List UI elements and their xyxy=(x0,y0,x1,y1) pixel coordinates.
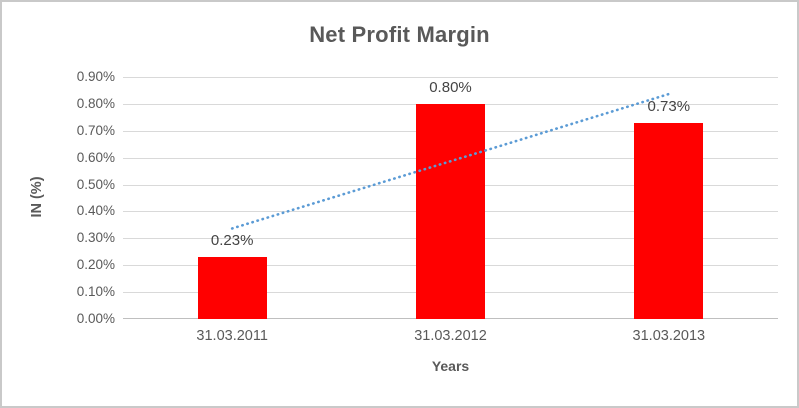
y-axis-tick-label: 0.00% xyxy=(76,311,115,326)
gridline xyxy=(123,77,778,78)
data-label: 0.80% xyxy=(429,78,472,96)
x-axis-title: Years xyxy=(431,358,470,374)
trendline-layer xyxy=(230,92,671,230)
y-axis-tick-label: 0.10% xyxy=(76,284,115,300)
plot-area: 0.90% 0.80% 0.70% 0.60% 0.50% 0.40% 0.30% 0.20%… xyxy=(77,69,778,344)
y-axis-tick-label: 0.40% xyxy=(76,203,115,219)
chart-title: Net Profit Margin xyxy=(309,22,490,47)
y-axis-tick-label: 0.70% xyxy=(76,122,115,138)
data-label: 0.23% xyxy=(210,232,254,250)
y-axis-tick-label: 0.20% xyxy=(76,257,115,273)
trendline xyxy=(230,92,671,230)
y-axis-tick-label: 0.90% xyxy=(76,69,115,84)
x-axis-tick-label: 31.03.2013 xyxy=(632,328,706,344)
x-axis-tick-label: 31.03.2012 xyxy=(414,328,487,344)
y-axis-tick-label: 0.60% xyxy=(76,149,115,165)
bar-31.03.2013 xyxy=(634,122,704,319)
data-label: 0.73% xyxy=(647,97,691,115)
bar-31.03.2012 xyxy=(416,103,485,319)
y-axis-tick-label: 0.50% xyxy=(76,176,115,192)
bar-31.03.2011 xyxy=(197,257,267,319)
y-axis-tick-label: 0.30% xyxy=(76,230,115,246)
y-axis-title: IN (%) xyxy=(29,176,45,218)
y-axis-tick-label: 0.80% xyxy=(76,95,115,111)
x-axis-tick-label: 31.03.2011 xyxy=(196,328,268,344)
